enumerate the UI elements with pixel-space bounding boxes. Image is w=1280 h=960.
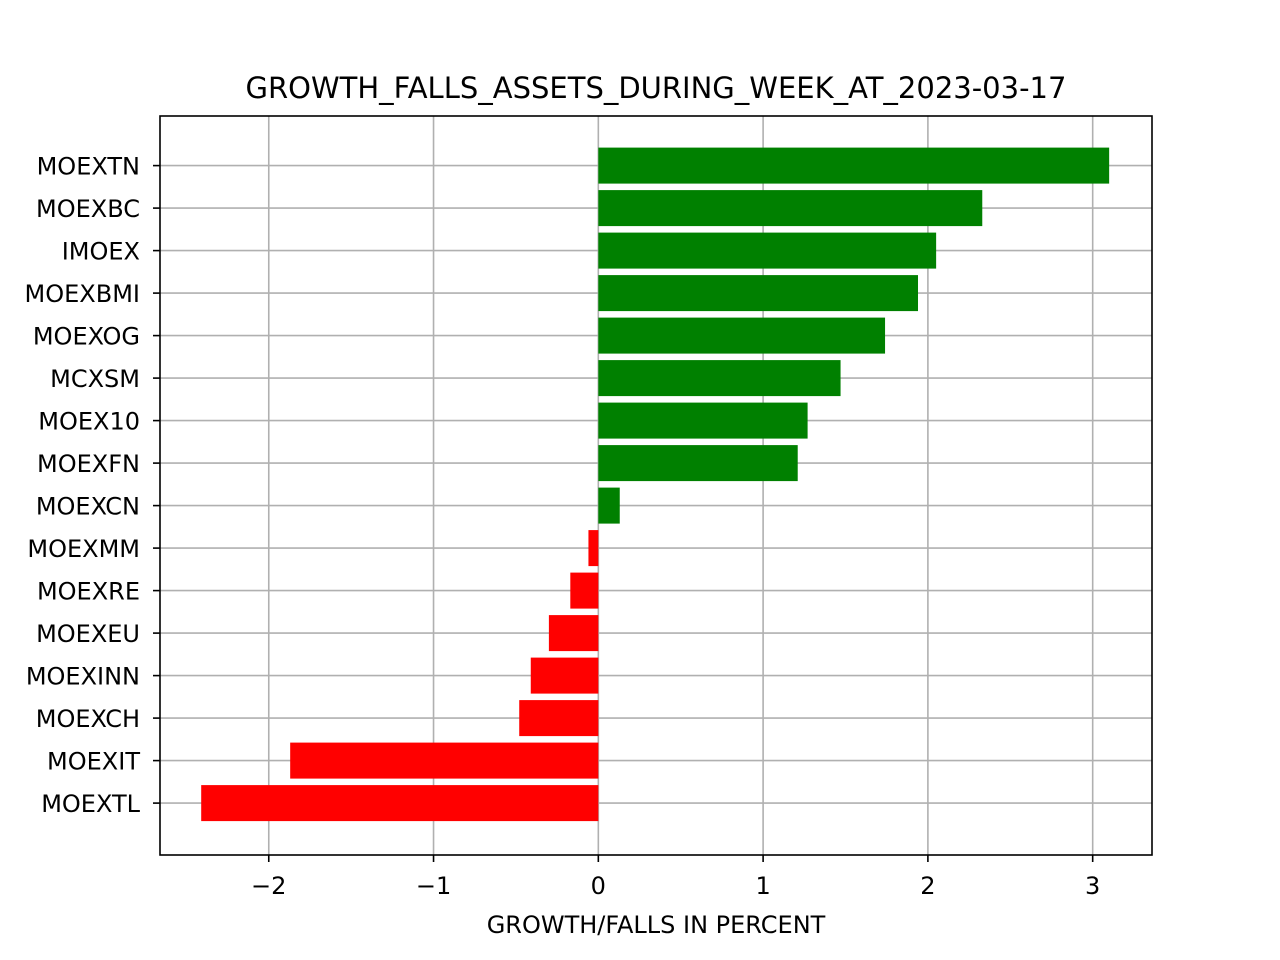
bar-moextl (201, 785, 599, 822)
y-tick-label: MOEXINN (26, 663, 140, 691)
y-tick-label: MOEXOG (33, 323, 140, 351)
bar-moexbc (598, 190, 983, 227)
bar-moexre (570, 572, 599, 609)
bar-moexeu (548, 615, 599, 652)
x-tick-label: −1 (416, 872, 451, 900)
y-tick-label: MCXSM (50, 365, 140, 393)
bar-moexmm (588, 530, 599, 567)
x-axis-label: GROWTH/FALLS IN PERCENT (487, 911, 826, 939)
bar-moexinn (530, 657, 599, 694)
bar-moexog (598, 317, 886, 354)
x-tick-label: 0 (591, 872, 606, 900)
y-tick-label: MOEXFN (37, 450, 140, 478)
y-tick-label: MOEXMM (27, 535, 140, 563)
y-tick-label: IMOEX (62, 238, 140, 266)
x-tick-label: −2 (251, 872, 286, 900)
chart-title: GROWTH_FALLS_ASSETS_DURING_WEEK_AT_2023-… (246, 71, 1067, 105)
y-tick-label: MOEXTN (37, 153, 140, 181)
bar-mcxsm (598, 360, 841, 397)
bar-moex10 (598, 402, 808, 439)
y-tick-label: MOEXBMI (25, 280, 140, 308)
bar-moexit (290, 742, 599, 779)
y-tick-label: MOEXIT (47, 748, 140, 776)
x-axis-ticks: −2 −1 0 1 2 3 (251, 855, 1100, 900)
y-tick-label: MOEXCN (36, 493, 140, 521)
x-tick-label: 3 (1085, 872, 1100, 900)
plot-frame (159, 115, 1153, 856)
y-tick-label: MOEXEU (36, 620, 140, 648)
bar-moexcn (598, 487, 620, 524)
x-tick-label: 2 (920, 872, 935, 900)
bar-moexbmi (598, 275, 919, 312)
bars (201, 147, 1110, 822)
x-tick-label: 1 (755, 872, 770, 900)
y-tick-label: MOEX10 (38, 408, 140, 436)
y-tick-label: MOEXCH (36, 705, 140, 733)
y-tick-label: MOEXRE (37, 578, 140, 606)
y-axis-ticks: MOEXTN MOEXBC IMOEX MOEXBMI MOEXOG MCXSM MOEX1… (25, 153, 160, 818)
y-tick-label: MOEXTL (41, 790, 140, 818)
bar-imoex (598, 232, 937, 269)
y-tick-label: MOEXBC (36, 195, 140, 223)
bar-moexfn (598, 445, 798, 482)
bar-moexch (519, 700, 599, 737)
bar-moextn (598, 147, 1110, 184)
